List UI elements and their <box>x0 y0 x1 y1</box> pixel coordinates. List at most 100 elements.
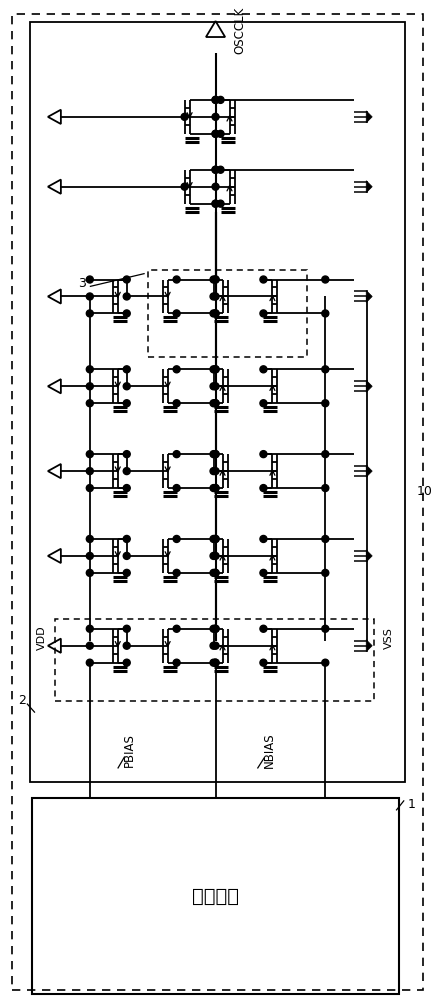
Circle shape <box>210 468 217 475</box>
Circle shape <box>260 625 267 632</box>
Circle shape <box>212 166 219 173</box>
Circle shape <box>212 642 219 649</box>
Circle shape <box>173 625 180 632</box>
Circle shape <box>322 310 329 317</box>
Text: 10: 10 <box>417 485 433 498</box>
Circle shape <box>86 400 93 407</box>
Circle shape <box>123 642 130 649</box>
Circle shape <box>123 366 130 373</box>
Circle shape <box>212 451 219 458</box>
Polygon shape <box>366 290 372 302</box>
Circle shape <box>210 485 217 492</box>
Circle shape <box>173 310 180 317</box>
Circle shape <box>86 293 93 300</box>
Circle shape <box>210 400 217 407</box>
Circle shape <box>86 642 93 649</box>
Polygon shape <box>366 181 372 193</box>
Circle shape <box>181 183 188 190</box>
Polygon shape <box>366 111 372 123</box>
Circle shape <box>260 451 267 458</box>
Polygon shape <box>366 465 372 477</box>
Circle shape <box>173 451 180 458</box>
Circle shape <box>210 569 217 576</box>
Circle shape <box>212 310 219 317</box>
Circle shape <box>173 485 180 492</box>
Text: PBIAS: PBIAS <box>123 734 136 767</box>
Circle shape <box>322 485 329 492</box>
Polygon shape <box>366 550 372 562</box>
Text: 3: 3 <box>78 277 86 290</box>
Circle shape <box>212 569 219 576</box>
Circle shape <box>123 625 130 632</box>
Circle shape <box>173 569 180 576</box>
Circle shape <box>123 569 130 576</box>
Circle shape <box>322 659 329 666</box>
Text: OSCCLK: OSCCLK <box>234 6 246 54</box>
Circle shape <box>123 293 130 300</box>
Text: VDD: VDD <box>37 625 47 650</box>
Circle shape <box>173 400 180 407</box>
Circle shape <box>322 366 329 373</box>
Circle shape <box>217 130 224 137</box>
Circle shape <box>260 659 267 666</box>
Polygon shape <box>366 640 372 652</box>
Circle shape <box>212 113 219 120</box>
Circle shape <box>212 366 219 373</box>
Circle shape <box>86 468 93 475</box>
Circle shape <box>123 485 130 492</box>
Circle shape <box>217 96 224 103</box>
Circle shape <box>123 552 130 559</box>
Circle shape <box>173 276 180 283</box>
Circle shape <box>212 400 219 407</box>
Circle shape <box>210 383 217 390</box>
Circle shape <box>210 451 217 458</box>
Circle shape <box>260 535 267 542</box>
Circle shape <box>217 200 224 207</box>
Circle shape <box>123 451 130 458</box>
Circle shape <box>210 366 217 373</box>
Circle shape <box>86 625 93 632</box>
Circle shape <box>212 552 219 559</box>
Circle shape <box>260 310 267 317</box>
Circle shape <box>260 366 267 373</box>
Circle shape <box>123 468 130 475</box>
Circle shape <box>210 625 217 632</box>
Circle shape <box>86 485 93 492</box>
Circle shape <box>212 485 219 492</box>
Circle shape <box>322 535 329 542</box>
Circle shape <box>212 625 219 632</box>
Circle shape <box>210 642 217 649</box>
Circle shape <box>123 383 130 390</box>
Circle shape <box>86 659 93 666</box>
Circle shape <box>210 552 217 559</box>
Circle shape <box>260 485 267 492</box>
Circle shape <box>212 200 219 207</box>
Polygon shape <box>366 380 372 392</box>
Circle shape <box>212 569 219 576</box>
Bar <box>55 619 374 701</box>
Circle shape <box>322 276 329 283</box>
Circle shape <box>123 276 130 283</box>
Circle shape <box>322 400 329 407</box>
Circle shape <box>212 310 219 317</box>
Circle shape <box>123 535 130 542</box>
Circle shape <box>210 310 217 317</box>
Circle shape <box>212 96 219 103</box>
Circle shape <box>322 569 329 576</box>
Circle shape <box>86 569 93 576</box>
Text: NBIAS: NBIAS <box>263 733 276 768</box>
Circle shape <box>212 200 219 207</box>
Bar <box>30 22 405 782</box>
Circle shape <box>173 659 180 666</box>
Circle shape <box>210 535 217 542</box>
Circle shape <box>260 276 267 283</box>
Circle shape <box>212 400 219 407</box>
Circle shape <box>86 552 93 559</box>
Circle shape <box>173 366 180 373</box>
Circle shape <box>217 166 224 173</box>
Circle shape <box>181 113 188 120</box>
Text: 电源电路: 电源电路 <box>192 887 239 906</box>
Circle shape <box>212 659 219 666</box>
Circle shape <box>212 535 219 542</box>
Text: 2: 2 <box>18 694 26 707</box>
